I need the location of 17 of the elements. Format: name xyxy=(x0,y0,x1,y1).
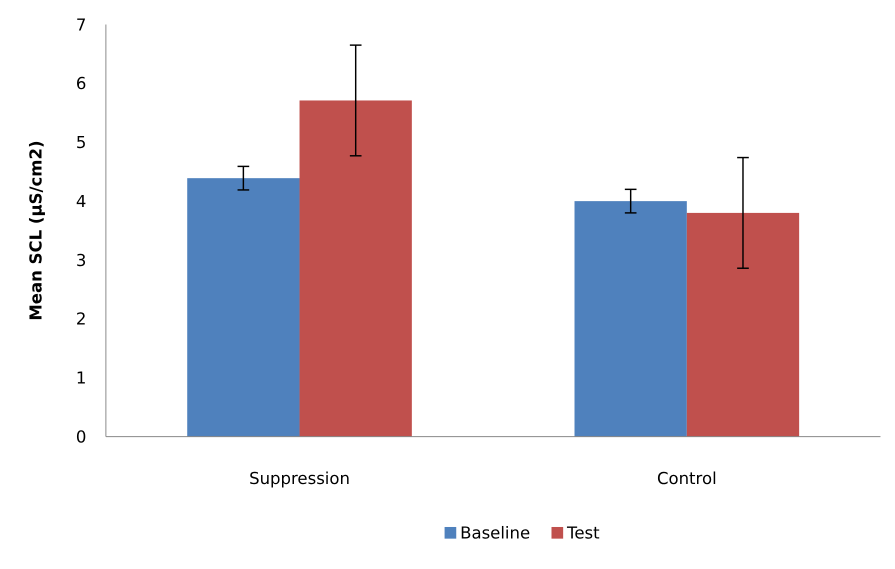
bar xyxy=(574,201,687,437)
bar xyxy=(300,100,412,437)
y-tick-label: 1 xyxy=(76,368,86,388)
legend-label: Test xyxy=(566,524,600,543)
y-tick-label: 4 xyxy=(76,192,86,211)
legend-label: Baseline xyxy=(460,524,530,543)
y-tick-label: 6 xyxy=(76,74,86,94)
x-tick-label: Control xyxy=(656,469,717,488)
y-tick-label: 2 xyxy=(76,310,86,329)
y-axis-title: Mean SCL (µS/cm2) xyxy=(26,140,46,321)
y-tick-label: 3 xyxy=(76,250,86,270)
y-tick-label: 5 xyxy=(76,133,86,152)
x-tick-label: Suppression xyxy=(249,469,350,488)
bar xyxy=(686,212,800,437)
bar xyxy=(187,178,300,437)
y-tick-label: 0 xyxy=(76,427,86,446)
y-tick-label: 7 xyxy=(76,15,86,34)
